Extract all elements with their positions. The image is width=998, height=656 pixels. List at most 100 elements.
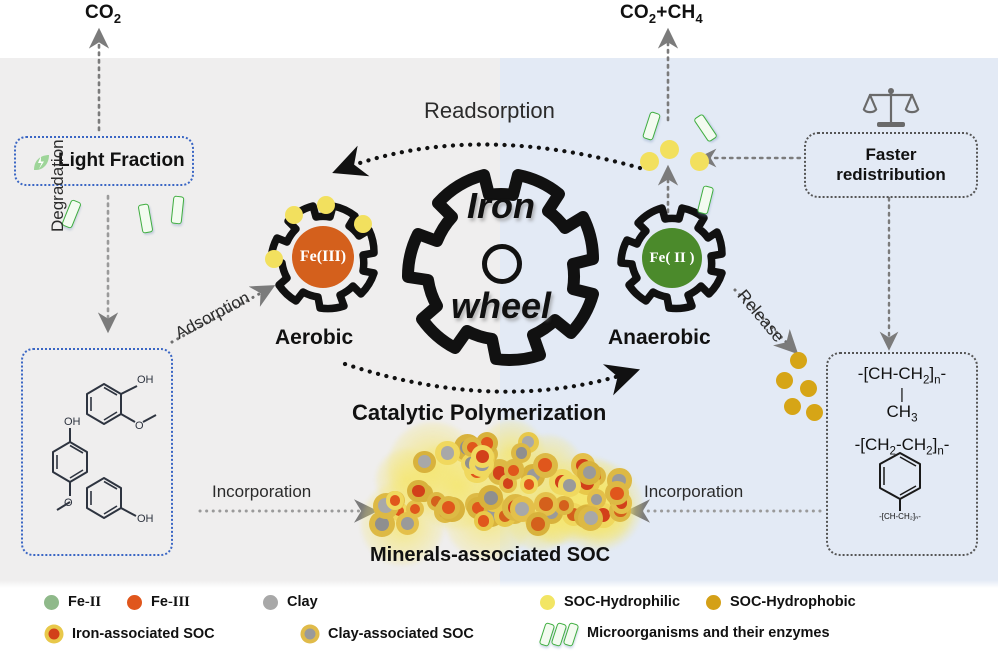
soc-mineral-particle <box>519 475 539 494</box>
legend-swatch-soc-hydrophilic <box>540 594 555 610</box>
soc-hydrophilic-particle <box>265 250 283 268</box>
soc-hydrophobic-particle <box>790 352 807 369</box>
light-fraction-label: Light Fraction <box>58 150 185 171</box>
soc-mineral-particle <box>577 460 602 485</box>
co2-subscript: 2 <box>113 10 122 26</box>
soc-hydrophilic-particle <box>640 152 659 171</box>
soc-mineral-particle <box>532 452 558 478</box>
soc-mineral-core <box>410 503 421 514</box>
co2-ch4-sub1: 2 <box>648 10 657 26</box>
soc-mineral-core <box>582 465 597 480</box>
iron-wheel-word-iron: Iron <box>467 185 535 226</box>
soc-mineral-particle <box>586 489 607 509</box>
legend-clay-associated-soc: Clay-associated SOC <box>300 624 474 643</box>
polymer-l3-sub1: 2 <box>889 444 896 457</box>
soc-mineral-core <box>558 500 570 512</box>
legend-row-2-clay: Clay-associated SOC <box>300 624 500 643</box>
svg-text:O: O <box>64 497 73 509</box>
catalytic-polymerization-label: Catalytic Polymerization <box>352 400 607 425</box>
legend-label-soc-hydrophobic: SOC-Hydrophobic <box>730 594 856 610</box>
soc-mineral-particle <box>578 505 604 531</box>
iron-wheel-gear[interactable] <box>394 160 608 374</box>
legend-swatch-iron-associated-soc <box>44 624 63 643</box>
faster-redistribution-box[interactable]: Faster redistribution <box>804 132 978 198</box>
soc-mineral-particle <box>473 510 494 531</box>
faster-redistribution-line2: redistribution <box>836 165 946 184</box>
iron-wheel-hub <box>482 244 522 284</box>
fe2-species-circle: Fe( II ) <box>642 228 702 288</box>
legend-row-1-right: SOC-Hydrophilic SOC-Hydrophobic <box>540 594 856 610</box>
soc-mineral-core <box>583 511 598 526</box>
polymer-l3-n: n <box>937 444 944 457</box>
polymer-l1-end: - <box>940 364 947 383</box>
legend-row-1-left: Fe-II Fe-III <box>44 594 216 611</box>
soc-mineral-core <box>590 493 602 505</box>
anaerobic-caption: Anaerobic <box>608 326 711 349</box>
soc-mineral-particle <box>557 473 581 497</box>
polystyrene-repeat-label: -[CH-CH₂]ₙ- <box>879 512 921 521</box>
soc-hydrophilic-particle <box>285 206 303 224</box>
co2-ch4-plus: +CH <box>656 2 696 23</box>
soc-mineral-core <box>522 436 535 449</box>
legend-row-2-right: Microorganisms and their enzymes <box>538 622 830 647</box>
light-fraction-box[interactable]: Light Fraction <box>14 136 194 186</box>
svg-text:OH: OH <box>137 513 154 525</box>
polymer-structure-box[interactable] <box>826 352 978 556</box>
fe3-species-label: Fe(III) <box>299 248 347 265</box>
soc-mineral-core <box>412 484 425 498</box>
soc-mineral-core <box>389 495 401 506</box>
soc-mineral-core <box>610 486 624 500</box>
soc-hydrophobic-particle <box>776 372 793 389</box>
soc-mineral-core <box>483 490 498 505</box>
soc-mineral-core <box>466 441 478 454</box>
legend-row-1-clay: Clay <box>263 594 344 610</box>
soc-mineral-particle <box>605 481 629 506</box>
iron-wheel-word-wheel: wheel <box>450 285 552 326</box>
legend-label-iron-associated-soc: Iron-associated SOC <box>72 625 215 642</box>
co2-text: CO <box>85 2 114 23</box>
soc-mineral-particle <box>503 460 524 481</box>
soc-hydrophobic-particle <box>806 404 823 421</box>
soc-mineral-particle <box>511 442 532 464</box>
soc-hydrophobic-particle <box>784 398 801 415</box>
legend-fe-ii-rest: -II <box>84 594 102 610</box>
polymer-l2-pre: CH <box>886 401 912 421</box>
soc-mineral-core <box>508 464 520 476</box>
iron-wheel-text-line2: wheel <box>428 285 574 326</box>
soc-mineral-particle <box>369 511 396 538</box>
soc-hydrophilic-particle <box>354 215 372 233</box>
minerals-associated-soc-cluster <box>360 420 643 566</box>
soc-mineral-core <box>531 517 545 531</box>
soc-mineral-core <box>475 449 489 463</box>
anaerobic-gear[interactable] <box>612 198 732 318</box>
polymer-l3-pre: -[CH <box>854 434 890 454</box>
legend-gradient-left <box>0 580 500 588</box>
soc-mineral-core <box>502 478 514 489</box>
co2-ch4-part1: CO <box>620 2 649 23</box>
aerobic-caption: Aerobic <box>275 326 354 349</box>
soc-mineral-core <box>515 447 527 459</box>
soc-mineral-core <box>374 516 390 532</box>
soc-mineral-particle <box>435 440 460 466</box>
legend-label-clay: Clay <box>287 594 318 610</box>
polymer-l3-mid: -CH <box>895 434 927 454</box>
soc-mineral-particle <box>525 511 551 537</box>
iron-wheel-text-line1: Iron <box>440 185 562 226</box>
readsorption-label: Readsorption <box>424 98 555 123</box>
soc-mineral-core <box>441 500 455 514</box>
soc-mineral-core <box>440 446 455 460</box>
soc-mineral-core <box>539 497 553 511</box>
soc-mineral-particle <box>436 495 461 519</box>
co2-ch4-sub2: 4 <box>695 10 703 26</box>
legend-label-microorganisms: Microorganisms and their enzymes <box>587 625 830 641</box>
legend-gradient-right <box>500 580 998 588</box>
aromatic-monomers-box[interactable] <box>21 348 173 556</box>
soc-mineral-core <box>515 501 530 516</box>
soc-mineral-particle <box>385 491 405 510</box>
co2-ch4-label: CO2+CH4 <box>620 2 703 26</box>
soc-mineral-core <box>471 501 484 514</box>
soc-mineral-core <box>538 458 553 473</box>
aerobic-gear[interactable] <box>262 196 384 318</box>
legend-swatch-soc-hydrophobic <box>706 594 722 610</box>
legend-label-soc-hydrophilic: SOC-Hydrophilic <box>564 594 681 610</box>
